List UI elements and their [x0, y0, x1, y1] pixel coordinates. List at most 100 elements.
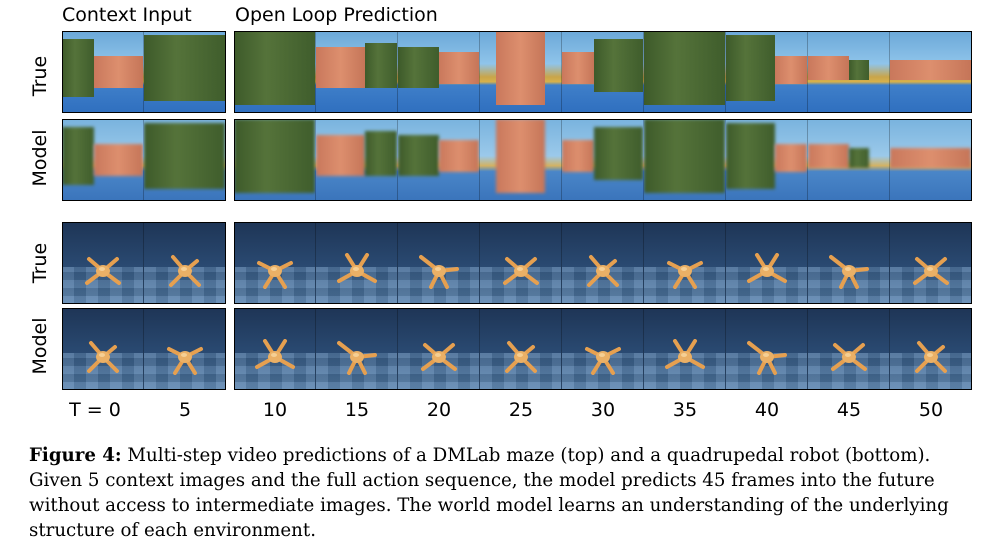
maze-model-context-strip: [62, 119, 226, 201]
time-label: 40: [754, 399, 780, 421]
frame-maze-model-9: [808, 119, 890, 201]
frame-robot-true-8: [726, 222, 808, 304]
maze-wall: [594, 127, 643, 181]
frame-maze-model-8: [726, 119, 808, 201]
time-label: 5: [178, 399, 192, 421]
maze-wall: [726, 35, 775, 101]
maze-true-prediction-strip: [234, 31, 972, 113]
maze-wall: [496, 119, 545, 193]
maze-wall: [62, 39, 95, 97]
frame-maze-true-8: [726, 31, 808, 113]
maze-wall: [398, 135, 439, 177]
frame-maze-model-1: [144, 119, 226, 201]
frame-robot-model-1: [144, 308, 226, 390]
row-label-true-maze: True: [29, 55, 51, 97]
maze-wall: [808, 143, 849, 169]
robot-model-context-strip: [62, 308, 226, 390]
maze-wall: [144, 35, 225, 101]
frame-maze-true-5: [480, 31, 562, 113]
frame-robot-true-4: [398, 222, 480, 304]
maze-wall: [774, 143, 807, 173]
time-label: 10: [262, 399, 288, 421]
maze-wall: [234, 119, 315, 193]
row-label-model-robot: Model: [29, 317, 51, 375]
frame-maze-true-6: [562, 31, 644, 113]
header-context-input: Context Input: [62, 4, 192, 26]
frame-robot-model-10: [890, 308, 972, 390]
frame-maze-true-2: [234, 31, 316, 113]
maze-wall: [144, 123, 225, 189]
frame-maze-model-6: [562, 119, 644, 201]
time-label: 35: [672, 399, 698, 421]
frame-robot-true-7: [644, 222, 726, 304]
time-label: T = 0: [69, 399, 121, 421]
frame-robot-model-2: [234, 308, 316, 390]
maze-wall: [234, 31, 315, 105]
frame-maze-model-4: [398, 119, 480, 201]
frame-robot-true-3: [316, 222, 398, 304]
maze-wall: [94, 55, 143, 89]
header-open-loop-prediction: Open Loop Prediction: [235, 4, 438, 26]
frame-maze-true-1: [144, 31, 226, 113]
robot-true-prediction-strip: [234, 222, 972, 304]
frame-robot-true-1: [144, 222, 226, 304]
frame-robot-true-2: [234, 222, 316, 304]
time-label: 50: [918, 399, 944, 421]
maze-wall: [316, 47, 365, 89]
maze-wall: [496, 31, 545, 105]
robot-true-context-strip: [62, 222, 226, 304]
caption-text: Multi-step video predictions of a DMLab …: [29, 445, 949, 541]
maze-model-prediction-strip: [234, 119, 972, 201]
maze-true-context-strip: [62, 31, 226, 113]
frame-robot-true-6: [562, 222, 644, 304]
row-label-true-robot: True: [29, 242, 51, 284]
figure-caption: Figure 4: Multi-step video predictions o…: [29, 443, 979, 543]
row-label-model-maze: Model: [29, 129, 51, 187]
maze-wall: [94, 143, 143, 177]
maze-wall: [808, 55, 849, 81]
time-label: 45: [836, 399, 862, 421]
frame-robot-model-5: [480, 308, 562, 390]
maze-wall: [398, 47, 439, 89]
frame-robot-model-9: [808, 308, 890, 390]
maze-wall: [562, 139, 595, 173]
frame-robot-model-3: [316, 308, 398, 390]
frame-maze-true-0: [62, 31, 144, 113]
frame-robot-model-7: [644, 308, 726, 390]
frame-maze-model-7: [644, 119, 726, 201]
frame-maze-model-5: [480, 119, 562, 201]
maze-wall: [644, 119, 725, 193]
frame-robot-model-8: [726, 308, 808, 390]
time-label: 20: [426, 399, 452, 421]
maze-wall: [364, 131, 397, 177]
frame-robot-model-6: [562, 308, 644, 390]
maze-wall: [890, 59, 971, 81]
frame-robot-true-0: [62, 222, 144, 304]
maze-wall: [848, 59, 869, 81]
maze-wall: [726, 123, 775, 189]
frame-maze-model-2: [234, 119, 316, 201]
frame-robot-model-0: [62, 308, 144, 390]
robot-model-prediction-strip: [234, 308, 972, 390]
frame-robot-true-9: [808, 222, 890, 304]
maze-wall: [316, 135, 365, 177]
caption-label: Figure 4:: [29, 445, 122, 466]
maze-wall: [438, 51, 479, 85]
frame-robot-true-5: [480, 222, 562, 304]
frame-maze-true-10: [890, 31, 972, 113]
maze-wall: [848, 147, 869, 169]
frame-robot-true-10: [890, 222, 972, 304]
frame-maze-true-3: [316, 31, 398, 113]
maze-wall: [562, 51, 595, 85]
frame-robot-model-4: [398, 308, 480, 390]
maze-wall: [594, 39, 643, 93]
frame-maze-model-10: [890, 119, 972, 201]
time-label: 15: [344, 399, 370, 421]
time-label: 25: [508, 399, 534, 421]
frame-maze-true-9: [808, 31, 890, 113]
maze-wall: [62, 127, 95, 185]
maze-wall: [438, 139, 479, 173]
maze-wall: [364, 43, 397, 89]
frame-maze-model-3: [316, 119, 398, 201]
frame-maze-model-0: [62, 119, 144, 201]
